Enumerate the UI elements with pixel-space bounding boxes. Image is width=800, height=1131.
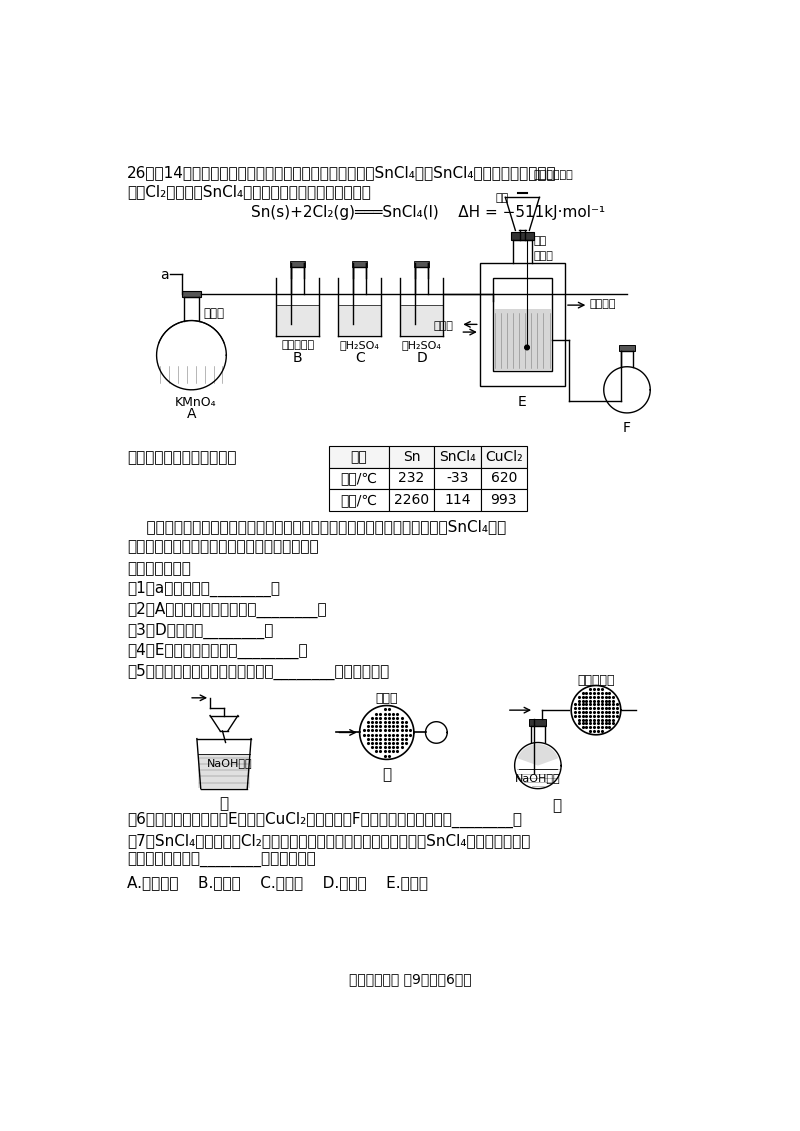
Text: Sn: Sn <box>403 450 420 464</box>
Text: 232: 232 <box>398 472 425 485</box>
Bar <box>619 345 634 352</box>
Text: Sn(s)+2Cl₂(g)═══SnCl₄(l)    ΔH = −511kJ·mol⁻¹: Sn(s)+2Cl₂(g)═══SnCl₄(l) ΔH = −511kJ·mol… <box>251 205 606 221</box>
Text: 2260: 2260 <box>394 493 429 507</box>
Text: 浓盐酸: 浓盐酸 <box>203 307 224 320</box>
Bar <box>329 489 389 511</box>
Text: A: A <box>186 407 196 421</box>
Text: （5）尾气处理时，可选用的装置是________（填序号）。: （5）尾气处理时，可选用的装置是________（填序号）。 <box>127 664 390 680</box>
Text: 硷石灰: 硷石灰 <box>375 692 398 705</box>
Bar <box>530 718 546 726</box>
Bar <box>329 467 389 489</box>
Text: （3）D的作用是________。: （3）D的作用是________。 <box>127 622 274 639</box>
Text: B: B <box>293 352 302 365</box>
Bar <box>481 467 527 489</box>
Bar <box>493 278 552 371</box>
Text: 液H₂SO₄: 液H₂SO₄ <box>402 339 442 349</box>
Bar <box>480 262 565 386</box>
Bar <box>338 305 381 335</box>
Text: 993: 993 <box>490 493 517 507</box>
Text: 可提拉橡胶塞: 可提拉橡胶塞 <box>534 171 574 180</box>
Text: 620: 620 <box>490 472 517 485</box>
Bar <box>481 489 527 511</box>
Bar <box>277 305 318 335</box>
Bar <box>414 261 430 267</box>
Text: 沸点/℃: 沸点/℃ <box>340 493 378 507</box>
Text: （4）E中冷却水的作用是________。: （4）E中冷却水的作用是________。 <box>127 644 308 659</box>
Text: a: a <box>161 268 169 282</box>
Text: SnCl₄: SnCl₄ <box>439 450 476 464</box>
Text: 锡粒: 锡粒 <box>534 236 547 245</box>
Bar <box>389 489 434 511</box>
Bar <box>494 309 551 370</box>
Bar <box>481 446 527 467</box>
Text: 饱和食盐水: 饱和食盐水 <box>281 339 314 349</box>
Wedge shape <box>518 744 558 766</box>
Text: 液H₂SO₄: 液H₂SO₄ <box>340 339 379 349</box>
Text: 26．（14分）实验室可用溢流法连续制备无水四氯化锡（SnCl₄）。SnCl₄易挥发，极易发生水: 26．（14分）实验室可用溢流法连续制备无水四氯化锡（SnCl₄）。SnCl₄易… <box>127 165 557 180</box>
Bar <box>434 467 481 489</box>
FancyBboxPatch shape <box>182 292 201 297</box>
Bar <box>434 446 481 467</box>
Text: （2）A中反应的离子方程式是________。: （2）A中反应的离子方程式是________。 <box>127 602 326 618</box>
Bar <box>401 305 442 335</box>
Text: 114: 114 <box>444 493 470 507</box>
Text: （6）锡粒中含铜杂质致E中产生CuCl₂，但不影响F中产品的纯度，原因是________。: （6）锡粒中含铜杂质致E中产生CuCl₂，但不影响F中产品的纯度，原因是____… <box>127 812 522 828</box>
Text: -33: -33 <box>446 472 469 485</box>
Text: 无水氯化馒: 无水氯化馒 <box>578 674 614 687</box>
Bar <box>352 261 367 267</box>
Text: C: C <box>354 352 365 365</box>
Text: 乙: 乙 <box>382 767 391 783</box>
Bar <box>510 232 534 240</box>
Text: 物质: 物质 <box>350 450 367 464</box>
Text: 可能用到的有关数据如下：: 可能用到的有关数据如下： <box>127 450 237 465</box>
Text: 解，Cl₂极易溶于SnCl₄。制备原理与实验装置图如下：: 解，Cl₂极易溶于SnCl₄。制备原理与实验装置图如下： <box>127 184 371 199</box>
Text: E: E <box>518 395 526 409</box>
Text: D: D <box>416 352 427 365</box>
Text: 理科综合试题 第9页（共6页）: 理科综合试题 第9页（共6页） <box>349 973 471 986</box>
Text: 甲: 甲 <box>219 796 229 811</box>
Text: （1）a管的作用是________。: （1）a管的作用是________。 <box>127 581 280 597</box>
Text: NaOH溶液: NaOH溶液 <box>207 758 253 768</box>
Text: 尾气处理: 尾气处理 <box>590 299 616 309</box>
Text: 漏斗: 漏斗 <box>495 193 509 204</box>
Text: 冷却水: 冷却水 <box>434 320 453 330</box>
Bar <box>198 754 250 788</box>
Text: CuCl₂: CuCl₂ <box>485 450 522 464</box>
Text: 温度计: 温度计 <box>534 251 554 261</box>
Text: NaOH溶液: NaOH溶液 <box>514 774 560 784</box>
Circle shape <box>525 345 530 349</box>
Text: A.蒸馈烧瓶    B.温度计    C.接收器    D.冷凝管    E.吸滤瓶: A.蒸馈烧瓶 B.温度计 C.接收器 D.冷凝管 E.吸滤瓶 <box>127 875 428 890</box>
Text: （7）SnCl₄粗品中含有Cl₂，精制时加入少许锡层后蒸馈可得纯净的SnCl₄。蒸馈过程中不: （7）SnCl₄粗品中含有Cl₂，精制时加入少许锡层后蒸馈可得纯净的SnCl₄。… <box>127 834 530 848</box>
Bar <box>290 261 306 267</box>
Bar <box>389 467 434 489</box>
Text: KMnO₄: KMnO₄ <box>174 396 216 409</box>
Bar <box>329 446 389 467</box>
Text: 需要用到的仪器有________（填序号）。: 需要用到的仪器有________（填序号）。 <box>127 854 316 869</box>
Bar <box>434 489 481 511</box>
Bar <box>389 446 434 467</box>
Text: F: F <box>623 421 631 434</box>
Text: 回答下列问题：: 回答下列问题： <box>127 561 191 576</box>
Text: 燔点/℃: 燔点/℃ <box>340 472 378 485</box>
Text: 丙: 丙 <box>553 797 562 813</box>
Text: 制备过程中，锡粒逐渐被消耗，须提拉橡胶塞及时向反应器中补加锡粒。当SnCl₄液面: 制备过程中，锡粒逐渐被消耗，须提拉橡胶塞及时向反应器中补加锡粒。当SnCl₄液面 <box>127 519 506 534</box>
Text: 升至侧口高度时，液态产物经侧管流入接收瓶。: 升至侧口高度时，液态产物经侧管流入接收瓶。 <box>127 539 318 554</box>
